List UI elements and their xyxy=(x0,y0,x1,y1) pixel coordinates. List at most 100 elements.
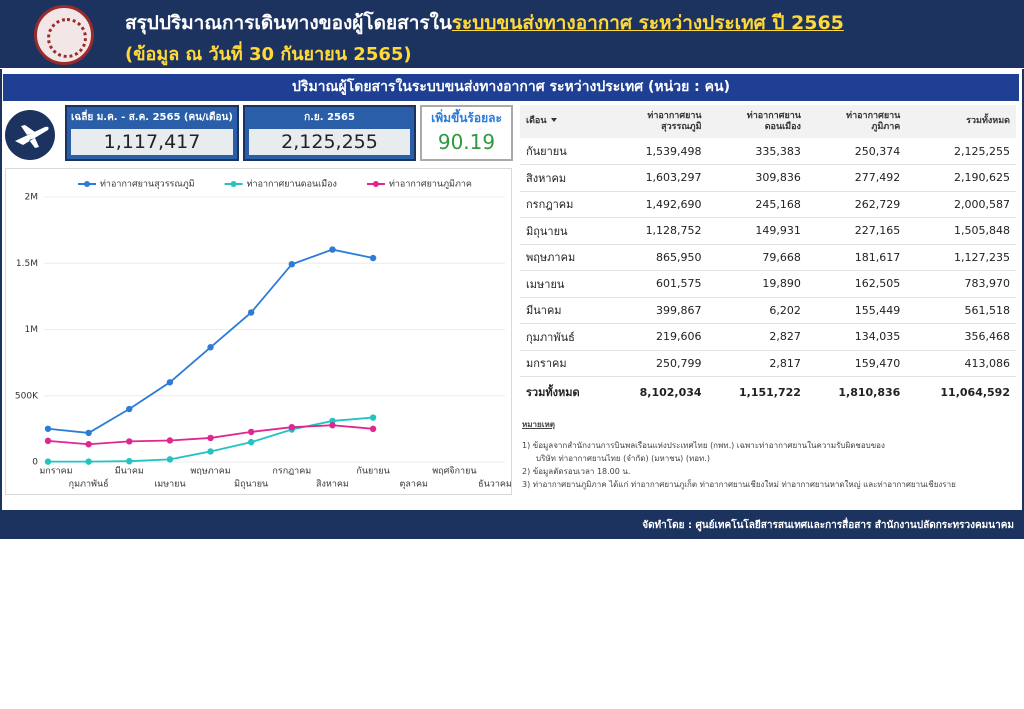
table-cell: 1,492,690 xyxy=(608,191,708,218)
table-row: กรกฎาคม 1,492,690 245,168 262,729 2,000,587 xyxy=(520,191,1016,218)
table-cell: สิงหาคม xyxy=(520,164,609,192)
table-cell: มกราคม xyxy=(520,350,609,377)
table-cell: กันยายน xyxy=(520,138,609,165)
table-cell: 356,468 xyxy=(906,323,1016,351)
total-cell: 1,810,836 xyxy=(838,385,901,399)
table-cell: 149,931 xyxy=(707,217,807,245)
table-cell: 277,492 xyxy=(806,164,907,192)
chart-panel: 0 500K 1M 1.5M 2M มกราคม กุมภาพันธ์ มีนาคม เมษาย… xyxy=(5,168,512,495)
table-cell: 2,817 xyxy=(707,350,807,377)
kpi-label: ก.ย. 2565 xyxy=(304,112,355,123)
header-line: สุวรรณภูมิ xyxy=(661,121,702,132)
subtitle: (ข้อมูล ณ วันที่ 30 กันยายน 2565) xyxy=(125,44,412,65)
table-row: มิถุนายน 1,128,752 149,931 227,165 1,505,848 xyxy=(520,217,1016,245)
y-tick-label: 0 xyxy=(32,458,38,468)
data-point xyxy=(369,414,377,421)
x-tick-label: มกราคม xyxy=(39,467,72,477)
table-cell: 159,470 xyxy=(806,350,907,377)
table-cell: 19,890 xyxy=(707,270,807,298)
x-tick-label: กันยายน xyxy=(356,467,389,477)
section-title: ปริมาณผู้โดยสารในระบบขนส่งทางอากาศ ระหว่… xyxy=(3,74,1019,101)
data-point xyxy=(207,448,214,455)
table-cell: 155,449 xyxy=(806,297,907,324)
table-cell: มีนาคม xyxy=(520,297,609,324)
kpi-label: เฉลี่ย ม.ค. - ส.ค. 2565 (คน/เดือน) xyxy=(71,112,233,123)
data-point xyxy=(126,457,133,465)
data-point xyxy=(126,405,133,413)
header-row: เดือน ท่าอากาศยาน สุวรรณภูมิ ท่าอากาศยาน ดอน… xyxy=(520,105,1016,138)
table-cell: 134,035 xyxy=(806,323,907,351)
table-cell: เมษายน xyxy=(520,270,609,298)
header-line: เดือน xyxy=(526,116,547,126)
data-point xyxy=(247,428,255,436)
x-tick-label: พฤศจิกายน xyxy=(432,466,476,477)
total-cell: 1,151,722 xyxy=(738,385,801,399)
plane-icon xyxy=(5,110,55,160)
table-cell: 2,827 xyxy=(707,323,807,351)
total-row: รวมทั้งหมด 8,102,034 1,151,722 1,810,836 11,… xyxy=(520,377,1016,408)
table-cell: 309,836 xyxy=(707,164,807,192)
data-point xyxy=(166,437,174,444)
legend-label: ท่าอากาศยานภูมิภาค xyxy=(389,179,472,190)
table-cell: 1,127,235 xyxy=(906,244,1016,271)
table-cell: พฤษภาคม xyxy=(520,244,609,271)
note-line: 2) ข้อมูลตัดรอบเวลา 18.00 น. xyxy=(522,467,631,476)
legend-dot xyxy=(84,181,90,187)
header-line: ดอนเมือง xyxy=(764,121,801,132)
table-cell: 2,190,625 xyxy=(906,164,1016,192)
table-cell: 6,202 xyxy=(707,297,807,324)
header: สรุปปริมาณการเดินทางของผู้โดยสารในระบบขน… xyxy=(0,0,1024,68)
data-point xyxy=(166,379,174,386)
logo xyxy=(34,5,94,65)
x-tick-label: กุมภาพันธ์ xyxy=(69,478,109,490)
kpi-average: เฉลี่ย ม.ค. - ส.ค. 2565 (คน/เดือน) 1,117,… xyxy=(65,105,239,161)
data-point xyxy=(329,246,336,253)
column-header: ท่าอากาศยาน สุวรรณภูมิ xyxy=(608,105,708,138)
kpi-growth: เพิ่มขึ้นร้อยละ 90.19 xyxy=(420,105,513,161)
data-point xyxy=(166,456,174,463)
kpi-value: 1,117,417 xyxy=(71,129,233,155)
y-tick-label: 1M xyxy=(25,325,39,335)
table-cell: กุมภาพันธ์ xyxy=(520,323,609,351)
data-point xyxy=(44,458,52,465)
data-point xyxy=(44,437,52,445)
data-point xyxy=(85,458,92,465)
series-line xyxy=(47,248,374,434)
table-cell: 1,603,297 xyxy=(608,164,708,192)
title-highlight: ระบบขนส่งทางอากาศ ระหว่างประเทศ ปี 2565 xyxy=(451,12,844,34)
table-row: กันยายน 1,539,498 335,383 250,374 2,125,255 xyxy=(520,138,1016,165)
data-point xyxy=(329,422,336,429)
data-point xyxy=(288,261,296,268)
table-cell: 601,575 xyxy=(608,270,708,298)
table-cell: กรกฎาคม xyxy=(520,191,609,218)
table-row: มกราคม 250,799 2,817 159,470 413,086 xyxy=(520,350,1016,377)
total-cell: รวมทั้งหมด xyxy=(526,386,580,400)
total-cell: 11,064,592 xyxy=(940,385,1010,399)
column-header: รวมทั้งหมด xyxy=(906,105,1016,138)
table-cell: 2,125,255 xyxy=(906,138,1016,165)
table-row: สิงหาคม 1,603,297 309,836 277,492 2,190,625 xyxy=(520,164,1016,192)
column-header: เดือน xyxy=(520,105,609,138)
table-cell: 1,539,498 xyxy=(608,138,708,165)
column-header: ท่าอากาศยาน ดอนเมือง xyxy=(707,105,807,138)
header-line: ท่าอากาศยาน xyxy=(846,110,901,121)
table-cell: 245,168 xyxy=(707,191,807,218)
x-tick-label: ตุลาคม xyxy=(400,480,428,490)
data-point xyxy=(247,309,255,316)
data-point xyxy=(85,441,92,448)
footer: จัดทำโดย : ศูนย์เทคโนโลยีสารสนเทศและการส… xyxy=(0,512,1024,539)
note-line: 1) ข้อมูลจากสำนักงานการบินพลเรือนแห่งประ… xyxy=(522,441,885,450)
title: สรุปปริมาณการเดินทางของผู้โดยสารในระบบขน… xyxy=(125,8,844,38)
table-cell: 262,729 xyxy=(806,191,907,218)
x-tick-label: พฤษภาคม xyxy=(190,467,230,477)
table-cell: 399,867 xyxy=(608,297,708,324)
title-text: สรุปปริมาณการเดินทางของผู้โดยสารใน xyxy=(125,12,452,34)
table-cell: 413,086 xyxy=(906,350,1016,377)
sort-icon xyxy=(551,118,558,125)
notes: หมายเหตุ 1) ข้อมูลจากสำนักงานการบินพลเรือ… xyxy=(522,418,956,491)
header-line: ภูมิภาค xyxy=(871,121,901,132)
content-frame xyxy=(0,69,1024,512)
kpi-month: ก.ย. 2565 2,125,255 xyxy=(243,105,416,161)
x-tick-label: มีนาคม xyxy=(115,466,144,477)
